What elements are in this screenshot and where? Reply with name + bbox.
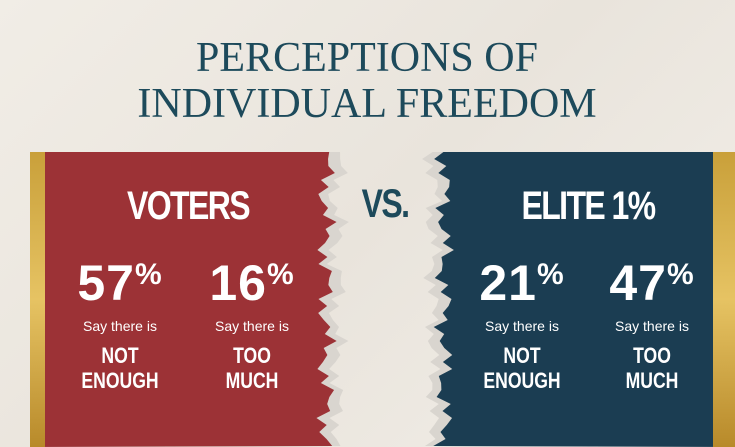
panel-heading: ELITE 1%	[521, 184, 656, 228]
stat-lead: Say there is	[83, 318, 157, 334]
stat-answer: MUCH	[625, 368, 679, 393]
red-panel	[30, 152, 337, 447]
stat-unit: %	[266, 258, 295, 291]
gold-strip	[713, 152, 735, 447]
stat-number: 21	[479, 255, 537, 311]
stat-unit: %	[134, 258, 163, 291]
stat-answer: MUCH	[225, 368, 279, 393]
stat-answer: TOO	[233, 343, 271, 368]
stat-number: 47	[609, 255, 667, 311]
stat-answer: NOT	[503, 343, 541, 368]
stat-lead: Say there is	[485, 318, 559, 334]
title-line: PERCEPTIONS OF	[196, 35, 538, 81]
stat-value: 16%	[209, 254, 294, 312]
gold-strip	[30, 152, 45, 447]
stat-answer: NOT	[101, 343, 139, 368]
stat-value: 47%	[609, 254, 694, 312]
stat-answer: TOO	[633, 343, 671, 368]
blue-panel	[433, 152, 735, 447]
versus: VS.	[361, 182, 410, 226]
stat-number: 57	[77, 255, 135, 311]
stat-answer: ENOUGH	[483, 368, 561, 393]
stat-lead: Say there is	[615, 318, 689, 334]
stat-unit: %	[536, 258, 565, 291]
stat-unit: %	[666, 258, 695, 291]
stat-lead: Say there is	[215, 318, 289, 334]
stat-answer: ENOUGH	[81, 368, 159, 393]
title-line: INDIVIDUAL FREEDOM	[137, 81, 597, 127]
stat-value: 21%	[479, 254, 564, 312]
stat-number: 16	[209, 255, 267, 311]
stat-value: 57%	[77, 254, 162, 312]
panel-heading: VOTERS	[127, 184, 251, 228]
